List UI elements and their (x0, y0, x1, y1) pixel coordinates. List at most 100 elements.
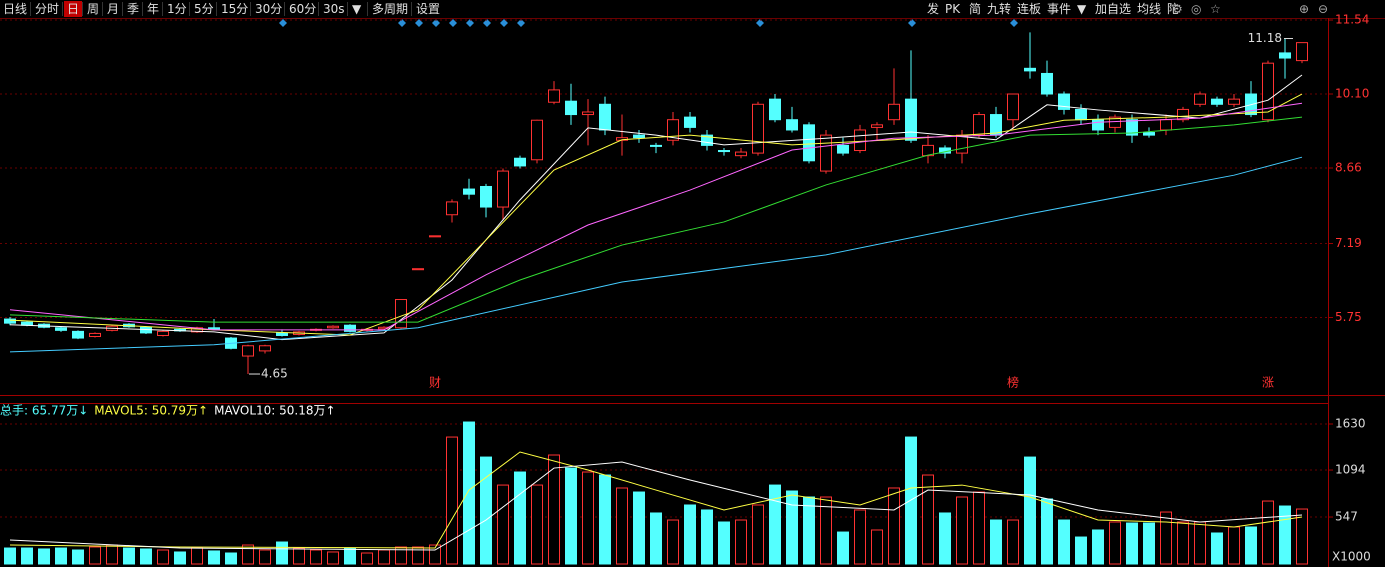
y-tick-label: 5.75 (1335, 310, 1362, 324)
candle-body (633, 134, 645, 139)
toolbar-tab[interactable]: 1分 (167, 2, 187, 16)
price-annotation: 11.18 (1248, 31, 1282, 45)
toolbar-tab[interactable]: ▼ (352, 2, 362, 16)
toolbar-icon[interactable]: ☆ (1210, 2, 1221, 16)
event-diamond (517, 19, 525, 27)
candle-body (973, 114, 985, 136)
toolbar-button[interactable]: 连板 (1017, 1, 1041, 16)
toolbar-button[interactable]: 均线 (1137, 2, 1161, 16)
candle-body (429, 235, 441, 238)
volume-bar (701, 509, 713, 565)
unit-label: X1000 (1332, 550, 1371, 564)
volume-bar (616, 487, 628, 565)
candle-body (888, 103, 900, 121)
candle-body (684, 116, 696, 128)
volume-bar (990, 519, 1002, 565)
candle-body (1092, 119, 1104, 131)
toolbar-button[interactable]: PK (945, 2, 961, 16)
toolbar-tab[interactable]: 周 (87, 2, 99, 16)
candle-body (259, 345, 271, 352)
toolbar-button[interactable]: 发 (927, 1, 939, 16)
candle-body (803, 124, 815, 162)
volume-bar (531, 484, 543, 565)
toolbar-tab[interactable]: 日 (67, 2, 79, 16)
toolbar-button[interactable]: 陀 (1167, 1, 1179, 16)
toolbar-icon[interactable]: ⊖ (1318, 2, 1328, 16)
volume-bar (1194, 521, 1206, 565)
volume-bar (582, 471, 594, 565)
volume-bar (106, 544, 118, 565)
toolbar-tab[interactable]: 60分 (289, 2, 316, 16)
toolbar-icon[interactable]: ⚙ (1172, 2, 1183, 16)
toolbar-button[interactable]: 九转 (987, 1, 1011, 16)
candle-body (905, 98, 917, 141)
volume-bar (650, 512, 662, 565)
y-tick-label: 10.10 (1335, 87, 1369, 101)
volume-bar (55, 547, 67, 565)
toolbar-tab[interactable]: 日线 (3, 2, 27, 16)
toolbar-tab[interactable]: 季 (127, 2, 139, 16)
volume-bar (1126, 522, 1138, 565)
volume-bar (208, 550, 220, 565)
candle-body (1262, 62, 1274, 121)
volume-bar (871, 529, 883, 565)
volume-bar (174, 551, 186, 565)
candle-body (89, 332, 101, 338)
candle-body (412, 268, 424, 271)
toolbar-button[interactable]: ▼ (1077, 2, 1087, 16)
y-tick-label: 1630 (1335, 417, 1366, 431)
event-diamond (279, 19, 287, 27)
candle-body (786, 119, 798, 131)
candle-body (701, 134, 713, 146)
event-marker[interactable]: 涨 (1262, 375, 1274, 390)
candle-body (854, 129, 866, 152)
volume-bar (327, 551, 339, 565)
candle-body (446, 201, 458, 216)
volume-bar (429, 544, 441, 565)
toolbar-tab[interactable]: 30分 (255, 2, 282, 16)
candle-body (1024, 67, 1036, 72)
toolbar-icon[interactable]: ⊕ (1299, 2, 1309, 16)
volume-bar (633, 491, 645, 565)
candle-body (4, 318, 16, 324)
toolbar-icon[interactable]: ◎ (1191, 2, 1201, 16)
volume-bar (667, 519, 679, 565)
toolbar-tab[interactable]: 多周期 (372, 2, 408, 16)
volume-bar (497, 484, 509, 565)
volume-bar (1262, 500, 1274, 565)
volume-bar (310, 549, 322, 565)
toolbar-tab[interactable]: 5分 (194, 2, 214, 16)
y-tick-label: 1094 (1335, 463, 1366, 477)
candle-body (667, 119, 679, 141)
event-marker[interactable]: 财 (429, 376, 441, 390)
event-diamond (415, 19, 423, 27)
volume-bar (514, 471, 526, 565)
toolbar-tab[interactable]: 年 (147, 2, 159, 16)
candle-body (1041, 72, 1053, 95)
event-marker[interactable]: 榜 (1007, 375, 1019, 390)
candle-body (1228, 98, 1240, 105)
candle-body (463, 188, 475, 195)
toolbar-button[interactable]: 加自选 (1095, 2, 1131, 16)
toolbar-tab[interactable]: 月 (107, 2, 119, 16)
toolbar-tab[interactable]: 设置 (416, 2, 440, 16)
candle-body (1194, 93, 1206, 105)
volume-bar (1245, 526, 1257, 565)
candle-body (531, 119, 543, 161)
toolbar-tab[interactable]: 30s (323, 2, 345, 16)
volume-bar (1296, 508, 1308, 565)
volume-bar (463, 421, 475, 565)
toolbar-tab[interactable]: 15分 (221, 2, 248, 16)
volume-bar (973, 491, 985, 565)
candle-body (820, 134, 832, 172)
volume-bar (89, 546, 101, 565)
tab-selected (64, 1, 82, 17)
toolbar-button[interactable]: 事件 (1047, 2, 1071, 16)
volume-bar (922, 474, 934, 565)
toolbar-tab[interactable]: 分时 (35, 2, 59, 16)
candle-body (208, 327, 220, 330)
toolbar-button[interactable]: 简 (969, 2, 981, 16)
volume-bar (820, 496, 832, 565)
